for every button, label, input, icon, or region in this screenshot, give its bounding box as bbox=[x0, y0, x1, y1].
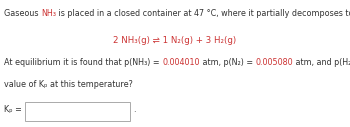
Text: 0.005080: 0.005080 bbox=[256, 58, 293, 67]
Text: 0.004010: 0.004010 bbox=[162, 58, 200, 67]
Text: NH₃: NH₃ bbox=[41, 9, 56, 18]
Text: value of Kₚ at this temperature?: value of Kₚ at this temperature? bbox=[4, 80, 133, 89]
Text: atm, p(N₂) =: atm, p(N₂) = bbox=[200, 58, 256, 67]
Text: atm, and p(H₂) =: atm, and p(H₂) = bbox=[293, 58, 350, 67]
Text: At equilibrium it is found that p(NH₃) =: At equilibrium it is found that p(NH₃) = bbox=[4, 58, 162, 67]
Text: is placed in a closed container at 47 °C, where it partially decomposes to: is placed in a closed container at 47 °C… bbox=[56, 9, 350, 18]
Text: Gaseous: Gaseous bbox=[4, 9, 41, 18]
Text: .: . bbox=[133, 105, 135, 114]
Text: Kₚ =: Kₚ = bbox=[4, 105, 22, 114]
Text: 2 NH₃(g) ⇌ 1 N₂(g) + 3 H₂(g): 2 NH₃(g) ⇌ 1 N₂(g) + 3 H₂(g) bbox=[113, 36, 237, 45]
FancyBboxPatch shape bbox=[25, 102, 130, 121]
